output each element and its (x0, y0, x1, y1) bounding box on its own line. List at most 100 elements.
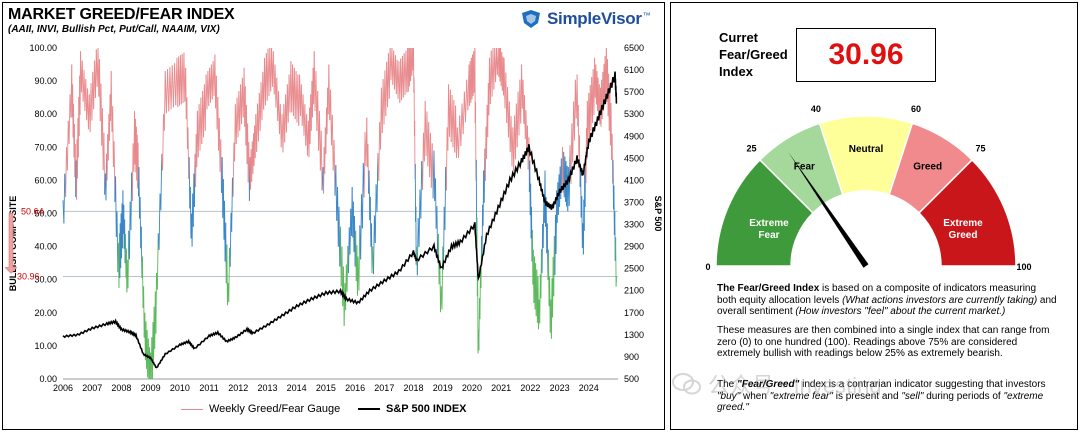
gauge-series-segment (378, 122, 381, 181)
chart-title: MARKET GREED/FEAR INDEX (8, 6, 235, 23)
x-tick-label: 2019 (433, 383, 453, 393)
x-tick-label: 2023 (550, 383, 570, 393)
y-right-tick-label: 3300 (624, 220, 644, 230)
gauge-label: Extreme (749, 218, 789, 229)
x-tick-label: 2011 (199, 383, 218, 393)
gauge-series-segment (458, 115, 461, 158)
desc-p3-b: "Fear/Greed" (737, 379, 800, 390)
x-tick-label: 2014 (287, 383, 307, 393)
x-tick-label: 2016 (345, 383, 365, 393)
desc-p3-f: "extreme fear" (769, 390, 833, 402)
desc-p3-i: during periods of (923, 390, 1004, 402)
desc-p3-e: when (740, 390, 770, 402)
gauge-series-segment (160, 153, 163, 211)
gauge-tick-label: 25 (746, 143, 756, 153)
gauge-series-segment (228, 247, 230, 302)
gauge-series-segment (231, 177, 233, 232)
gauge-series-segment (66, 120, 69, 171)
y-right-axis-label: S&P 500 (653, 196, 663, 232)
y-left-tick-label: 40.00 (34, 242, 57, 252)
x-tick-label: 2007 (82, 383, 102, 393)
desc-p3-d: "buy" (717, 390, 741, 402)
watermark-text: 公众号 · Investing (708, 373, 882, 398)
simplevisor-logo-icon (522, 10, 540, 28)
gauge-series-segment (444, 167, 447, 231)
legend-swatch-gauge (181, 408, 203, 410)
gauge-series-segment (103, 132, 106, 195)
y-left-tick-label: 10.00 (34, 341, 57, 351)
desc-p1-italic1: (What actions investors are currently ta… (842, 294, 1038, 306)
y-left-tick-label: 60.00 (34, 175, 57, 185)
y-left-tick-label: 50.00 (34, 209, 57, 219)
gauge-segment-extreme (917, 158, 1017, 267)
description-paragraph-3: The "Fear/Greed" index is a contrarian i… (717, 379, 1057, 414)
fear-greed-gauge: ExtremeFearFearNeutralGreedExtremeGreed0… (705, 104, 1031, 272)
gauge-series-segment (374, 184, 377, 243)
desc-p1-bold: The Fear/Greed Index (717, 283, 820, 294)
chart-subtitle: (AAII, INVI, Bullish Pct, Put/Call, NAAI… (8, 24, 220, 35)
y-right-tick-label: 4500 (624, 153, 644, 163)
legend-label-gauge: Weekly Greed/Fear Gauge (209, 403, 341, 415)
gauge-tick-label: 75 (976, 143, 986, 153)
description-paragraph-1: The Fear/Greed Index is based on a compo… (717, 283, 1057, 318)
desc-p1-rest: is based on a composite of indicators me… (717, 283, 1037, 306)
logo-trademark: ™ (642, 10, 651, 20)
gauge-needle (788, 151, 869, 268)
y-left-tick-label: 90.00 (34, 76, 57, 86)
desc-p1-italic2: (How investors "feel" about the current … (795, 306, 1006, 317)
desc-p3-a: The (717, 379, 738, 390)
y-right-tick-label: 6100 (624, 65, 644, 75)
y-left-tick-label: 0.00 (39, 374, 57, 384)
annotation-high: 50.64 (21, 206, 44, 216)
gauge-series-segment (155, 273, 157, 334)
gauge-tick-label: 100 (1016, 262, 1031, 272)
x-tick-label: 2008 (111, 383, 131, 393)
chart-panel: MARKET GREED/FEAR INDEX (AAII, INVI, Bul… (2, 2, 665, 430)
y-left-tick-label: 100.00 (29, 43, 57, 53)
legend-item-sp500: S&P 500 INDEX (358, 403, 467, 415)
x-tick-label: 2006 (53, 383, 73, 393)
y-right-tick-label: 1300 (624, 330, 644, 340)
gauge-series-segment (320, 130, 323, 191)
gauge-label: Fear (758, 230, 779, 241)
x-tick-label: 2021 (491, 383, 511, 393)
greed-fear-chart: 0.00 10.00 20.00 30.00 40.00 50.00 60.00 70.00 8… (4, 43, 663, 393)
reading-label-line2: Fear/Greed (719, 47, 788, 62)
reading-label-line3: Index (719, 64, 753, 79)
y-right-tick-label: 3700 (624, 197, 644, 207)
gauge-series-segment (232, 142, 235, 197)
gauge-label: Greed (949, 230, 978, 241)
gauge-tick-label: 0 (705, 262, 710, 272)
sp500-series-line (62, 71, 618, 369)
y-right-tick-label: 900 (624, 352, 639, 362)
y-right-tick-label: 4100 (624, 175, 644, 185)
x-tick-label: 2013 (257, 383, 277, 393)
gauge-series-segment (156, 233, 159, 290)
gauge-series-segment (460, 103, 463, 146)
desc-p3-h: "sell" (901, 390, 924, 402)
gauge-panel: Curret Fear/Greed Index 30.96 Extreme Fea… (670, 2, 1078, 430)
gauge-series-segment (373, 215, 375, 275)
y-right-tick-label: 1700 (624, 308, 644, 318)
y-right-tick-label: 5300 (624, 109, 644, 119)
x-tick-label: 2012 (228, 383, 248, 393)
gauge-label: Extreme (943, 218, 983, 229)
x-tick-label: 2017 (374, 383, 394, 393)
reading-label-line1: Curret (719, 30, 759, 45)
y-left-tick-label: 30.00 (34, 275, 57, 285)
gauge-series-segment (158, 193, 161, 250)
gauge-series-segment (376, 153, 379, 212)
logo-text: SimpleVisor (547, 9, 642, 28)
gauge-series-segment (465, 79, 468, 123)
gauge-series-segment (65, 147, 67, 197)
wechat-icon (672, 373, 701, 395)
x-tick-label: 2020 (462, 383, 482, 393)
gauge-tick-label: 60 (911, 104, 921, 114)
gauge-series-segment (445, 127, 448, 191)
desc-p3-g: is present and (832, 390, 902, 402)
y-right-tick-label: 2900 (624, 242, 644, 252)
y-right-tick-label: 4900 (624, 131, 644, 141)
desc-p3-c: index is a contrarian indicator suggesti… (799, 379, 1046, 390)
x-tick-label: 2015 (316, 383, 336, 393)
y-right-tick-label: 2100 (624, 286, 644, 296)
